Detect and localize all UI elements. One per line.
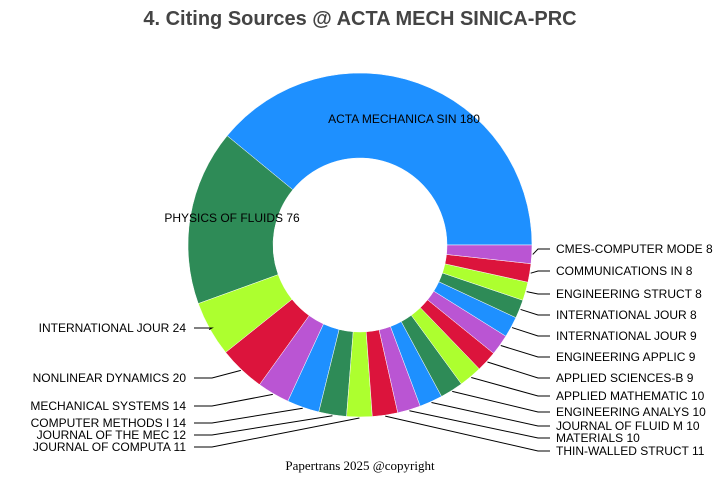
slice-label-13: APPLIED SCIENCES-B 9 [556, 371, 694, 385]
slice-label-9: MATERIALS 10 [556, 431, 640, 445]
slice-label-0: ACTA MECHANICA SIN 180 [328, 112, 480, 126]
leader-line-17 [526, 291, 550, 295]
chart-title: 4. Citing Sources @ ACTA MECH SINICA-PRC [143, 8, 576, 30]
slice-label-17: ENGINEERING STRUCT 8 [556, 287, 702, 301]
slice-label-16: INTERNATIONAL JOUR 8 [556, 308, 697, 322]
leader-line-8 [385, 415, 550, 452]
footer-copyright: Papertrans 2025 @copyright [285, 458, 435, 473]
slice-label-7: JOURNAL OF COMPUTA 11 [33, 440, 186, 454]
leader-line-2 [194, 327, 214, 331]
slice-label-11: ENGINEERING ANALYS 10 [556, 405, 706, 419]
slice-physics-of-fluids-1 [187, 135, 294, 304]
leader-line-12 [471, 377, 550, 397]
leader-lines-group [194, 248, 550, 452]
slice-label-18: COMMUNICATIONS IN 8 [556, 264, 693, 278]
leader-line-7 [194, 417, 360, 448]
slice-label-4: MECHANICAL SYSTEMS 14 [30, 399, 186, 413]
leader-line-9 [409, 410, 550, 439]
leader-line-11 [452, 390, 550, 413]
leader-line-15 [511, 327, 550, 337]
slices-group [187, 72, 533, 418]
slice-labels-group: ACTA MECHANICA SIN 180 PHYSICS OF FLUIDS … [30, 112, 713, 458]
leader-line-16 [520, 308, 550, 316]
leader-line-3 [194, 369, 241, 379]
slice-label-14: ENGINEERING APPLIC 9 [556, 350, 696, 364]
slice-label-2: INTERNATIONAL JOUR 24 [39, 321, 187, 335]
slice-label-19: CMES-COMPUTER MODE 8 [556, 242, 713, 256]
slice-label-15: INTERNATIONAL JOUR 9 [556, 329, 697, 343]
leader-line-10 [431, 402, 550, 427]
slice-cmes-computer-mode-19 [446, 244, 533, 264]
leader-line-5 [194, 407, 303, 424]
slice-label-10: JOURNAL OF FLUID M 10 [556, 419, 700, 433]
slice-label-8: THIN-WALLED STRUCT 11 [556, 444, 705, 458]
leader-line-13 [487, 361, 550, 379]
slice-label-1: PHYSICS OF FLUIDS 76 [164, 211, 300, 225]
slice-label-3: NONLINEAR DYNAMICS 20 [33, 371, 187, 385]
slice-label-12: APPLIED MATHEMATIC 10 [556, 389, 705, 403]
slice-acta-mechanica-sin-0 [226, 72, 533, 246]
slice-label-6: JOURNAL OF THE MEC 12 [37, 428, 187, 442]
leader-line-4 [194, 393, 273, 407]
leader-line-14 [500, 345, 550, 358]
leader-line-18 [530, 270, 550, 274]
leader-line-6 [194, 415, 333, 436]
slice-label-5: COMPUTER METHODS I 14 [31, 416, 187, 430]
leader-line-19 [532, 248, 550, 255]
